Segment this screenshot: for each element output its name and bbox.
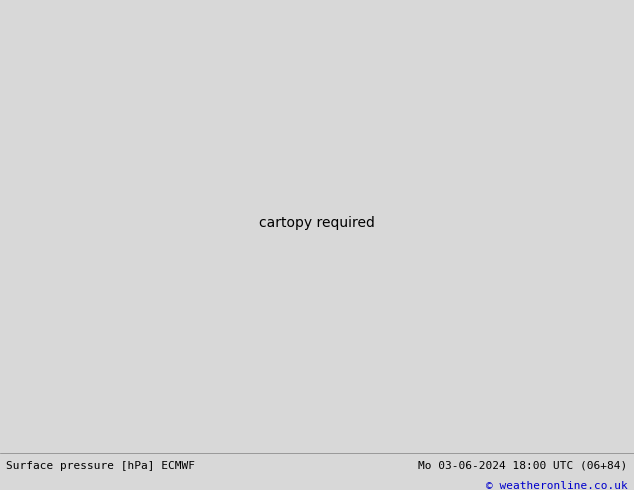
Text: Mo 03-06-2024 18:00 UTC (06+84): Mo 03-06-2024 18:00 UTC (06+84)	[418, 461, 628, 471]
Text: © weatheronline.co.uk: © weatheronline.co.uk	[486, 481, 628, 490]
Text: cartopy required: cartopy required	[259, 216, 375, 230]
Text: Surface pressure [hPa] ECMWF: Surface pressure [hPa] ECMWF	[6, 461, 195, 471]
